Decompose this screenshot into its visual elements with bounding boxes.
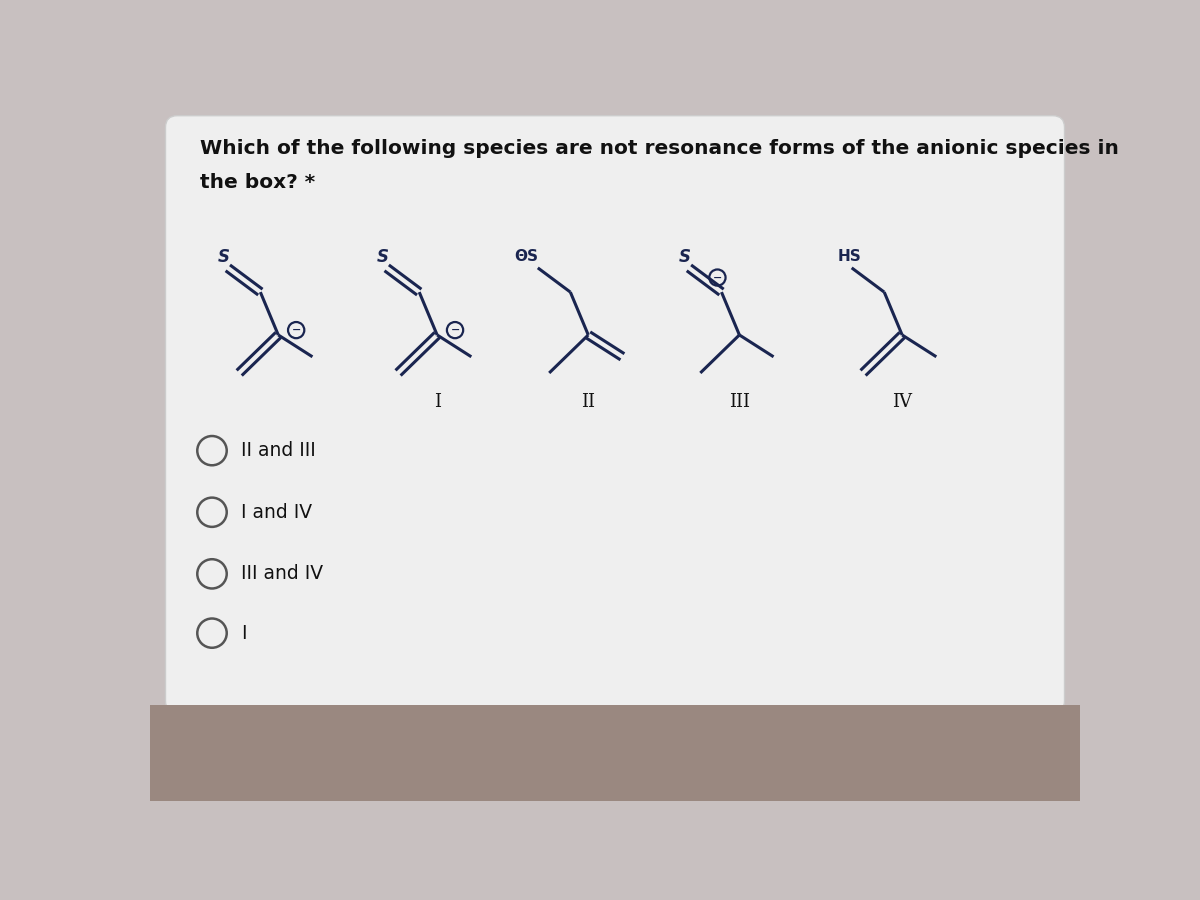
- Text: S: S: [679, 248, 691, 266]
- Text: I: I: [433, 393, 440, 411]
- Text: I and IV: I and IV: [241, 503, 312, 522]
- Text: S: S: [217, 248, 229, 266]
- Text: II and III: II and III: [241, 441, 317, 460]
- Text: I: I: [241, 624, 247, 643]
- Text: IV: IV: [892, 393, 912, 411]
- Text: HS: HS: [838, 249, 862, 264]
- Text: S: S: [377, 248, 389, 266]
- Text: the box? *: the box? *: [200, 174, 316, 193]
- Bar: [150, 705, 1080, 801]
- Text: −: −: [450, 325, 460, 335]
- Text: III and IV: III and IV: [241, 564, 324, 583]
- Text: −: −: [713, 273, 722, 283]
- FancyBboxPatch shape: [202, 234, 338, 400]
- Text: −: −: [292, 325, 301, 335]
- FancyBboxPatch shape: [166, 116, 1064, 713]
- Text: II: II: [581, 393, 595, 411]
- Text: Which of the following species are not resonance forms of the anionic species in: Which of the following species are not r…: [200, 139, 1120, 158]
- Text: III: III: [728, 393, 750, 411]
- Text: ΘS: ΘS: [515, 249, 539, 264]
